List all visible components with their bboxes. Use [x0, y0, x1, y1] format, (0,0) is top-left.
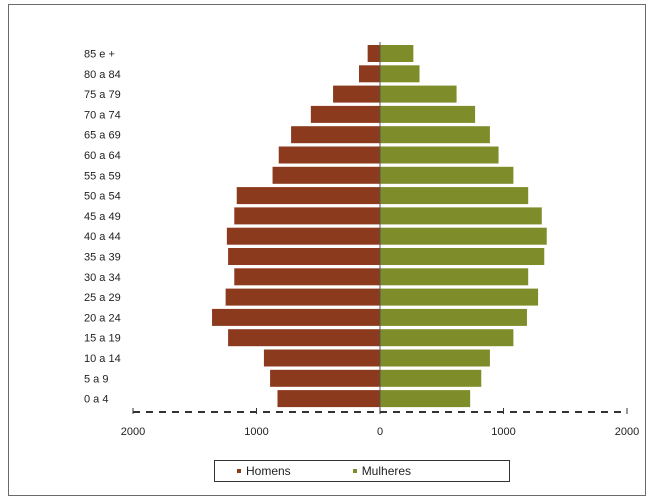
x-tick-label: 2000	[121, 426, 145, 438]
bar-mulheres-0-a-4	[380, 390, 471, 408]
y-tick-label: 0 a 4	[84, 394, 108, 406]
x-tick-label: 1000	[491, 426, 515, 438]
bar-mulheres-50-a-54	[380, 187, 529, 205]
bar-homens-0-a-4	[277, 390, 380, 408]
x-tick-label: 0	[377, 426, 383, 438]
bar-mulheres-5-a-9	[380, 369, 482, 387]
bar-homens-65-a-69	[291, 126, 380, 144]
bar-homens-10-a-14	[263, 349, 380, 367]
bar-homens-45-a-49	[234, 207, 380, 225]
bar-homens-75-a-79	[333, 85, 380, 103]
y-tick-label: 10 a 14	[84, 353, 121, 365]
bar-mulheres-15-a-19	[380, 329, 514, 347]
bar-mulheres-55-a-59	[380, 166, 514, 184]
bar-mulheres-65-a-69	[380, 126, 490, 144]
y-tick-label: 80 a 84	[84, 69, 121, 81]
x-tick-label: 1000	[244, 426, 268, 438]
bar-homens-50-a-54	[236, 187, 380, 205]
bar-homens-5-a-9	[270, 369, 380, 387]
legend-swatch-mulheres	[352, 469, 357, 473]
bar-homens-40-a-44	[226, 227, 380, 245]
y-tick-label: 55 a 59	[84, 170, 121, 182]
y-tick-label: 85 e +	[84, 49, 115, 61]
bar-mulheres-20-a-24	[380, 308, 527, 326]
x-tick-label: 2000	[615, 426, 639, 438]
legend-label-homens: Homens	[246, 464, 291, 478]
y-tick-label: 40 a 44	[84, 231, 121, 243]
bar-mulheres-80-a-84	[380, 65, 420, 83]
legend-item-mulheres: Mulheres	[352, 464, 412, 478]
bar-homens-20-a-24	[212, 308, 380, 326]
bar-homens-80-a-84	[359, 65, 380, 83]
bar-mulheres-35-a-39	[380, 248, 545, 265]
y-tick-label: 45 a 49	[84, 211, 121, 223]
bar-mulheres-25-a-29	[380, 288, 539, 306]
bar-mulheres-60-a-64	[380, 146, 499, 164]
y-tick-label: 5 a 9	[84, 373, 108, 385]
bar-mulheres-30-a-34	[380, 268, 529, 286]
bar-mulheres-70-a-74	[380, 105, 476, 123]
y-tick-label: 25 a 29	[84, 292, 121, 304]
y-tick-label: 35 a 39	[84, 252, 121, 264]
y-tick-label: 60 a 64	[84, 150, 121, 162]
bar-homens-30-a-34	[234, 268, 380, 286]
y-tick-label: 30 a 34	[84, 272, 121, 284]
bar-mulheres-45-a-49	[380, 207, 542, 225]
legend-swatch-homens	[237, 469, 241, 473]
bar-homens-85-e-plus	[367, 45, 380, 62]
bar-homens-15-a-19	[228, 329, 380, 347]
legend-label-mulheres: Mulheres	[361, 464, 412, 478]
legend-item-homens: Homens	[237, 464, 291, 478]
bar-homens-35-a-39	[228, 248, 380, 265]
bar-mulheres-85-e-plus	[380, 45, 414, 62]
y-tick-label: 75 a 79	[84, 89, 121, 101]
y-tick-label: 65 a 69	[84, 130, 121, 142]
y-tick-label: 70 a 74	[84, 109, 121, 121]
bar-mulheres-40-a-44	[380, 227, 547, 245]
bar-homens-60-a-64	[278, 146, 380, 164]
y-tick-label: 50 a 54	[84, 191, 121, 203]
legend: Homens Mulheres	[214, 460, 510, 482]
bar-mulheres-75-a-79	[380, 85, 457, 103]
y-tick-label: 15 a 19	[84, 333, 121, 345]
bar-mulheres-10-a-14	[380, 349, 490, 367]
y-tick-label: 20 a 24	[84, 312, 121, 324]
bar-homens-70-a-74	[310, 105, 380, 123]
bar-homens-55-a-59	[272, 166, 380, 184]
bar-homens-25-a-29	[225, 288, 380, 306]
